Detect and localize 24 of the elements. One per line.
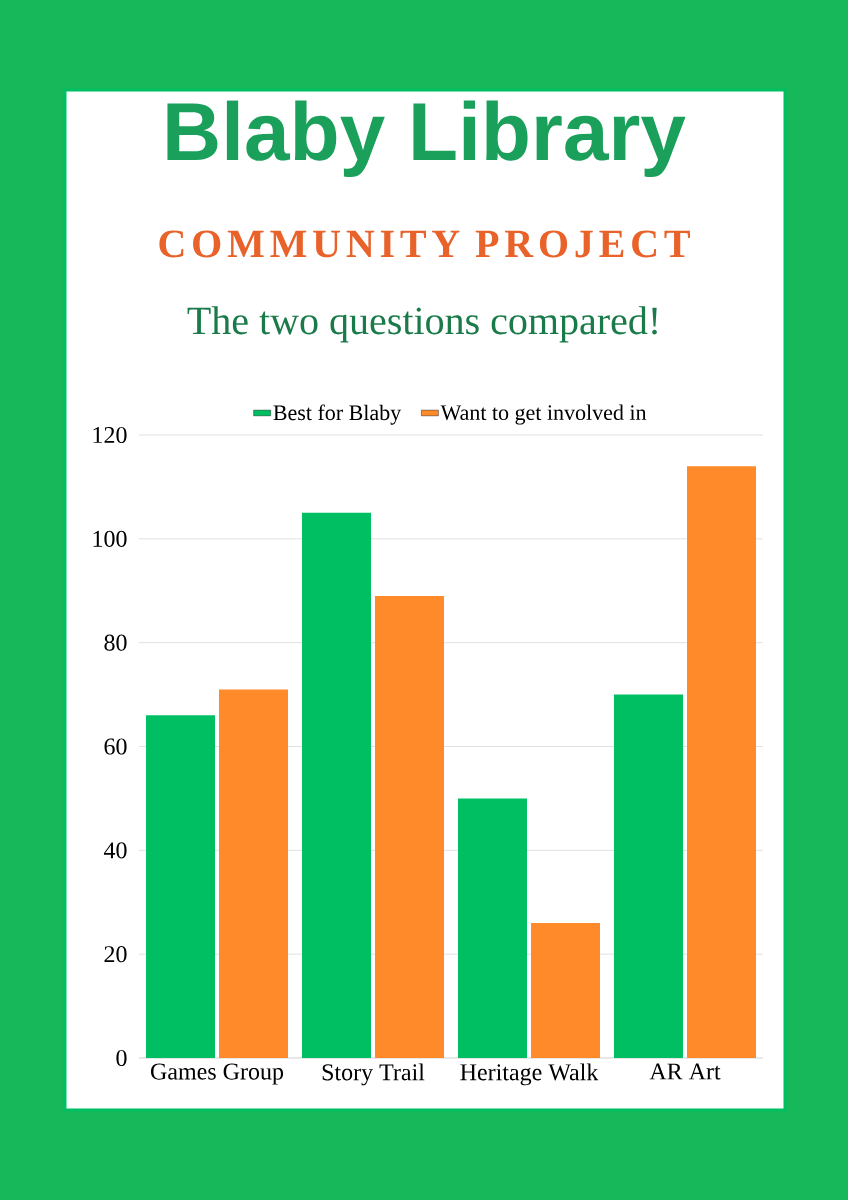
bar: [302, 512, 371, 1058]
chart-subtitle: COMMUNITY PROJECT: [159, 230, 690, 258]
bar: [531, 923, 600, 1058]
y-tick-label: 0: [116, 1049, 127, 1067]
y-tick-label: 100: [93, 530, 127, 547]
x-tick-label: Games Group: [151, 1063, 284, 1085]
y-tick-label: 120: [93, 426, 127, 444]
bar: [687, 466, 756, 1058]
y-tick-label: 60: [104, 738, 127, 755]
bar: [458, 798, 527, 1058]
x-tick-label: Heritage Walk: [460, 1063, 599, 1086]
bar: [375, 595, 444, 1058]
x-tick-label: Story Trail: [322, 1063, 425, 1086]
legend-label: Want to get involved in: [440, 404, 647, 425]
y-tick-label: 40: [103, 842, 127, 859]
y-tick-label: 20: [104, 946, 127, 963]
bar: [146, 715, 215, 1058]
chart-title: Blaby Library: [167, 100, 686, 178]
bar: [614, 694, 683, 1058]
y-tick-label: 80: [104, 634, 127, 651]
legend-label: Best for Blaby: [273, 404, 402, 425]
x-tick-label: AR Art: [649, 1063, 721, 1080]
bar: [219, 689, 288, 1058]
text: The two questions compared!: [187, 306, 657, 343]
